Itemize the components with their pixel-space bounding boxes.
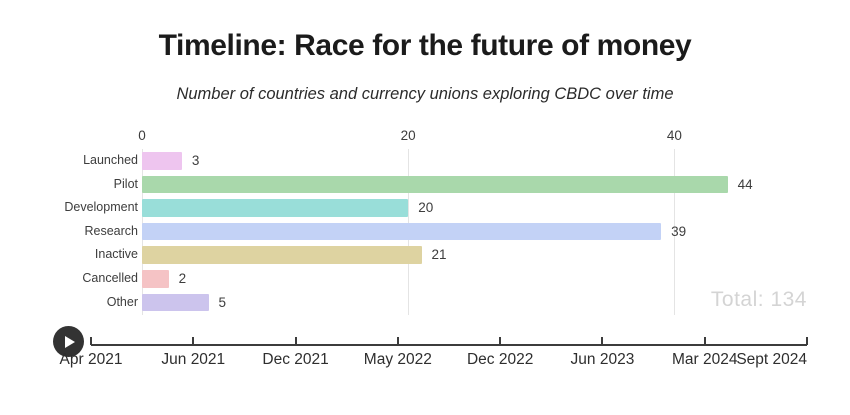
- bar: [142, 293, 209, 312]
- chart-subtitle: Number of countries and currency unions …: [176, 85, 674, 103]
- timeline-axis-line: [91, 344, 807, 346]
- bar-row: Research 39: [0, 222, 850, 241]
- timeline-date-label: Apr 2021: [59, 351, 123, 368]
- timeline-tick: [499, 337, 502, 345]
- category-label: Other: [106, 294, 138, 309]
- category-label: Cancelled: [82, 271, 138, 285]
- timeline-tick: [601, 337, 604, 345]
- category-label: Pilot: [113, 176, 138, 191]
- value-label: 5: [218, 294, 227, 310]
- page-title: Timeline: Race for the future of money: [158, 29, 692, 62]
- bar-row: Pilot 44: [0, 175, 850, 194]
- value-label: 20: [418, 200, 434, 216]
- timeline-date-label: Dec 2021: [262, 351, 329, 368]
- bar: [142, 175, 728, 194]
- timeline-tick: [703, 337, 706, 345]
- category-label: Research: [84, 223, 139, 238]
- timeline-date-label: Jun 2023: [570, 351, 635, 368]
- bar: [142, 270, 169, 288]
- bar-row: Inactive 21: [0, 246, 850, 264]
- bar: [142, 222, 662, 241]
- bar-row: Launched 3: [0, 152, 850, 170]
- timeline-date-label: Jun 2021: [161, 351, 226, 368]
- bar-row: Cancelled 2: [0, 270, 850, 288]
- category-label: Development: [64, 200, 138, 215]
- timeline-date-label: Sept 2024: [736, 351, 807, 368]
- timeline-tick: [192, 337, 195, 345]
- bar-row: Other 5: [0, 293, 850, 312]
- timeline-tick: [90, 337, 92, 345]
- bar: [142, 152, 182, 170]
- value-label: 21: [431, 247, 447, 263]
- timeline-tick: [806, 337, 808, 345]
- timeline-date-label: Dec 2022: [466, 351, 534, 368]
- value-axis-tick-label: 40: [666, 128, 682, 143]
- value-axis-tick-label: 0: [138, 128, 146, 143]
- total-label: Total: 134: [710, 288, 807, 311]
- category-label: Inactive: [94, 247, 138, 262]
- timeline-date-label: Mar 2024: [671, 351, 738, 368]
- bar: [142, 246, 422, 264]
- bar-row: Development 20: [0, 199, 850, 217]
- bar: [142, 199, 409, 217]
- value-label: 44: [737, 176, 753, 192]
- timeline-tick: [396, 337, 399, 345]
- value-label: 2: [178, 271, 187, 286]
- value-label: 3: [191, 153, 200, 168]
- category-label: Launched: [83, 153, 138, 167]
- play-icon: [65, 335, 75, 348]
- timeline-tick: [294, 337, 297, 345]
- value-label: 39: [671, 223, 687, 239]
- timeline-date-label: May 2022: [363, 351, 432, 368]
- value-axis-tick-label: 20: [400, 128, 416, 143]
- gridline: [674, 149, 676, 315]
- play-button[interactable]: [53, 326, 84, 357]
